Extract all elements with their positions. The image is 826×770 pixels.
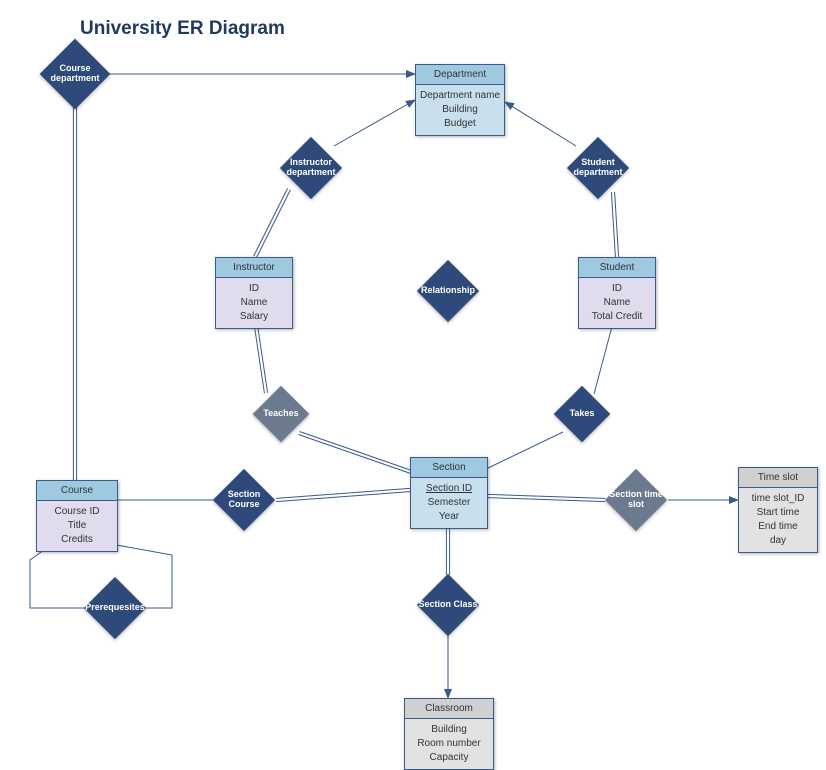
diamond-label: Instructor department [280, 158, 342, 178]
entity-attrs: Department nameBuildingBudget [416, 85, 504, 135]
entity-title: Classroom [405, 699, 493, 719]
diamond-label: Course department [40, 64, 110, 84]
entity-timeslot: Time slottime slot_IDStart timeEnd timed… [738, 467, 818, 553]
relationship-student_dept: Student department [576, 146, 620, 190]
entity-title: Time slot [739, 468, 817, 488]
relationship-takes: Takes [562, 394, 602, 434]
relationship-teaches: Teaches [261, 394, 301, 434]
entity-course: CourseCourse IDTitleCredits [36, 480, 118, 552]
entity-attrs: Course IDTitleCredits [37, 501, 117, 551]
diagram-title: University ER Diagram [80, 18, 285, 40]
entity-title: Course [37, 481, 117, 501]
er-diagram-canvas: University ER Diagram DepartmentDepartme… [0, 0, 826, 768]
diamond-label: Section time slot [605, 490, 667, 510]
relationship-section_class: Section Class [426, 583, 470, 627]
relationship-course_dept: Course department [50, 49, 100, 99]
relationship-section_course: Section Course [222, 478, 266, 522]
entity-student: StudentIDNameTotal Credit [578, 257, 656, 329]
relationship-prereq: Prerequesites [93, 586, 137, 630]
diamond-label: Section Course [213, 490, 275, 510]
entity-instructor: InstructorIDNameSalary [215, 257, 293, 329]
entity-section: SectionSection IDSemesterYear [410, 457, 488, 529]
edges-layer [0, 0, 826, 768]
diamond-label: Section Class [417, 600, 479, 610]
entity-classroom: ClassroomBuildingRoom numberCapacity [404, 698, 494, 770]
diamond-label: Teaches [253, 409, 309, 419]
entity-title: Department [416, 65, 504, 85]
diamond-label: Relationship [417, 286, 479, 296]
entity-attrs: time slot_IDStart timeEnd timeday [739, 488, 817, 552]
entity-title: Instructor [216, 258, 292, 278]
diamond-label: Student department [567, 158, 629, 178]
diamond-label: Prerequesites [84, 603, 146, 613]
relationship-relationship: Relationship [426, 269, 470, 313]
entity-attrs: IDNameSalary [216, 278, 292, 328]
entity-department: DepartmentDepartment nameBuildingBudget [415, 64, 505, 136]
entity-title: Student [579, 258, 655, 278]
entity-attrs: IDNameTotal Credit [579, 278, 655, 328]
entity-title: Section [411, 458, 487, 478]
entity-attrs: BuildingRoom numberCapacity [405, 719, 493, 769]
relationship-section_timeslot: Section time slot [614, 478, 658, 522]
diamond-label: Takes [554, 409, 610, 419]
relationship-instr_dept: Instructor department [289, 146, 333, 190]
entity-attrs: Section IDSemesterYear [411, 478, 487, 528]
